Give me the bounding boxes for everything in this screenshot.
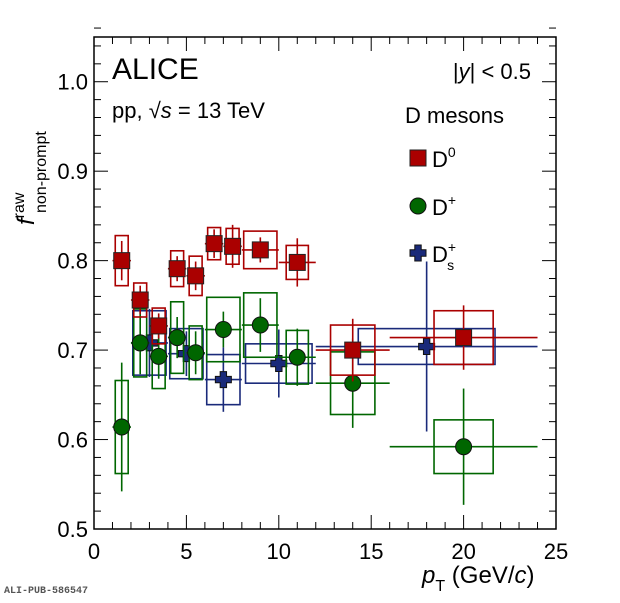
rapidity-label: |y| < 0.5 [453,59,531,84]
x-tick-label: 25 [544,539,568,564]
data-point [344,341,362,359]
y-tick-label: 0.6 [57,428,88,453]
y-tick-label: 0.9 [57,159,88,184]
x-tick-label: 15 [359,539,383,564]
legend-label: D+ [432,192,456,220]
data-point [288,348,306,366]
plot-frame [93,36,557,530]
data-point [187,344,205,362]
data-point [131,291,149,309]
svg-text:fraw: fraw [11,192,40,225]
data-point [150,347,168,365]
legend-entry-dplus: D+ [409,192,456,220]
data-point [205,235,223,253]
x-tick-label: 0 [88,539,100,564]
y-tick-label: 0.7 [57,338,88,363]
y-tick-label: 0.8 [57,249,88,274]
series-dplus [112,292,538,505]
data-point [113,252,131,270]
legend-label: D0 [432,144,456,172]
system-label: pp, √s = 13 TeV [112,98,265,123]
data-point [187,267,205,285]
legend-entry-dsplus: D+ s [409,239,456,273]
data-point [214,371,232,389]
legend-entry-d0: D0 [409,144,456,172]
data-point [251,316,269,334]
data-point [224,237,242,255]
data-point [113,418,131,436]
data-point [150,317,168,335]
data-point [168,329,186,347]
y-tick-label: 1.0 [57,70,88,95]
data-point [131,334,149,352]
x-axis-title: pT (GeV/c) [421,562,535,595]
data-point [270,355,288,373]
legend-marker [409,149,427,167]
data-point [455,329,473,347]
axes: 0 5 10 15 20 25 0.5 0.6 0.7 0.8 0.9 1.0 [57,27,568,564]
data-point [288,253,306,271]
svg-text:non-prompt: non-prompt [33,131,50,213]
y-axis-title: fraw non-prompt [11,131,50,225]
legend-marker [409,244,427,262]
data-point [418,338,436,356]
publication-tag: ALI-PUB-586547 [4,586,89,597]
y-tick-label: 0.5 [57,517,88,542]
data-point [251,241,269,259]
legend-label: D+ s [432,239,456,273]
data-marks [112,224,538,505]
data-point [214,321,232,339]
data-point [455,438,473,456]
x-tick-label: 10 [267,539,291,564]
legend-marker [409,197,427,215]
data-point [168,260,186,278]
legend-title: D mesons [405,103,504,128]
x-tick-label: 20 [451,539,475,564]
series-d0 [112,224,538,382]
x-tick-label: 5 [180,539,192,564]
experiment-label: ALICE [112,53,199,86]
legend: D0 D+ D+ s [409,144,456,273]
